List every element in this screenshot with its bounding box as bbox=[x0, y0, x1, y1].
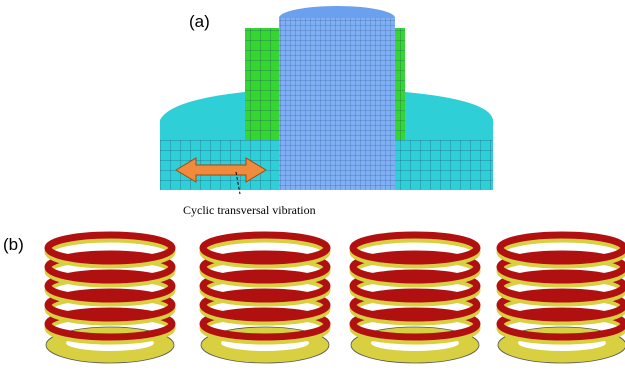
panel-label: (b) bbox=[3, 235, 24, 254]
page: (a) Cyclic transversal vibration (b) (()… bbox=[0, 0, 625, 373]
thread-models bbox=[46, 235, 625, 363]
figure: (a) Cyclic transversal vibration (b) bbox=[0, 0, 625, 373]
base-top-right bbox=[405, 92, 493, 140]
panel-a-model bbox=[160, 6, 493, 194]
annotation: Cyclic transversal vibration bbox=[183, 203, 316, 217]
panel-label: (a) bbox=[189, 12, 210, 31]
base-top-left bbox=[160, 92, 245, 140]
bolt-mesh bbox=[279, 18, 395, 190]
